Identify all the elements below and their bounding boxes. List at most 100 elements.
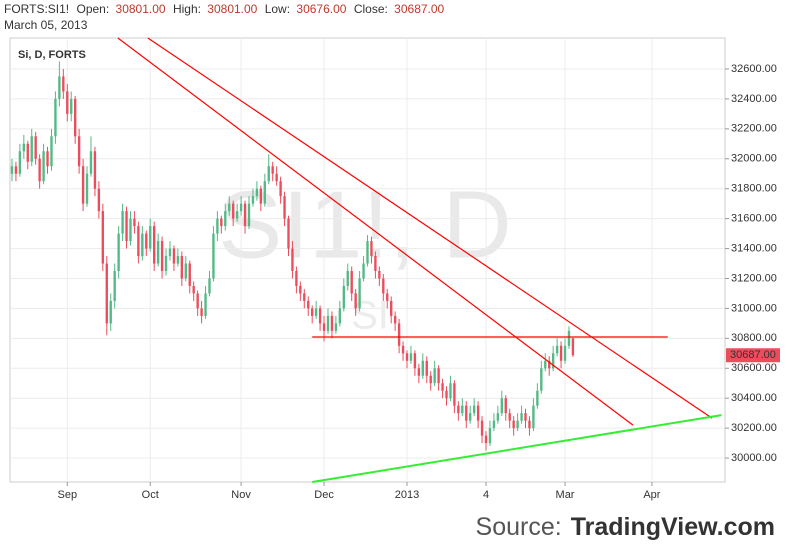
candle-body xyxy=(172,248,176,264)
candle-body xyxy=(330,315,334,331)
candle-body xyxy=(42,151,45,182)
candle-body xyxy=(508,413,511,421)
candle-body xyxy=(425,360,428,376)
y-tick-label: 30800.00 xyxy=(731,332,777,344)
x-tick-label: Apr xyxy=(643,489,660,501)
candle-body xyxy=(488,428,492,444)
candle-body xyxy=(307,300,310,309)
candle-body xyxy=(386,293,389,301)
candle-body xyxy=(267,166,270,182)
candle-body xyxy=(243,203,247,227)
candle-body xyxy=(358,278,361,309)
candle-body xyxy=(279,181,282,197)
candle-body xyxy=(500,398,503,414)
candle-body xyxy=(14,166,18,174)
source: Source: TradingView.com xyxy=(476,513,775,541)
y-tick-label: 31600.00 xyxy=(731,213,777,225)
close-label: Close: xyxy=(354,2,388,16)
candle-body xyxy=(208,278,211,294)
x-tick-label: 2013 xyxy=(395,489,419,501)
candle-body xyxy=(461,405,464,414)
candle-body xyxy=(54,98,57,137)
candle-body xyxy=(46,151,49,167)
candle-body xyxy=(235,211,239,219)
candle-body xyxy=(540,368,543,391)
candle-body xyxy=(390,300,393,316)
candle-body xyxy=(66,91,69,114)
candle-body xyxy=(50,136,53,167)
x-tick-label: Mar xyxy=(556,489,575,501)
candle-body xyxy=(73,98,77,137)
candle-body xyxy=(571,338,575,356)
candle-body xyxy=(409,353,413,361)
candle-body xyxy=(326,315,330,331)
candle-body xyxy=(109,300,112,324)
last-price-label: 30687.00 xyxy=(730,349,776,361)
candle-body xyxy=(457,405,460,414)
candle-body xyxy=(38,158,41,182)
y-tick-label: 31000.00 xyxy=(731,302,777,314)
x-tick-label: Sep xyxy=(57,489,77,501)
candle-body xyxy=(251,196,255,204)
candle-body xyxy=(259,188,263,204)
high-value: 30801.00 xyxy=(207,2,257,16)
candle-body xyxy=(192,285,195,294)
candle-body xyxy=(10,166,14,174)
y-tick-label: 30400.00 xyxy=(731,392,777,404)
trend-line xyxy=(147,37,713,419)
y-tick-label: 31800.00 xyxy=(731,183,777,195)
candle-body xyxy=(397,323,401,346)
open-value: 30801.00 xyxy=(116,2,166,16)
candle-body xyxy=(58,76,61,99)
header-date: March 05, 2013 xyxy=(4,18,88,32)
candle-body xyxy=(504,398,507,414)
candle-body xyxy=(164,256,168,271)
candle-body xyxy=(255,188,259,197)
candle-body xyxy=(216,218,219,234)
candle-body xyxy=(303,293,306,301)
candle-body xyxy=(271,166,274,174)
watermark-small: SI xyxy=(351,294,389,338)
candle-body xyxy=(374,256,377,271)
y-tick-label: 32000.00 xyxy=(731,153,777,165)
source-label: Source: xyxy=(476,513,562,541)
candle-body xyxy=(247,203,251,227)
candle-body xyxy=(77,136,81,167)
candle-body xyxy=(421,360,424,376)
y-tick-label: 32200.00 xyxy=(731,123,777,135)
y-tick-label: 31400.00 xyxy=(731,242,777,254)
candle-body xyxy=(81,166,85,204)
candle-body xyxy=(117,233,120,271)
candle-body xyxy=(476,405,480,421)
candle-body xyxy=(228,203,231,212)
candle-body xyxy=(393,315,397,324)
candle-body xyxy=(512,420,515,429)
candle-body xyxy=(378,270,381,279)
candle-body xyxy=(453,383,456,406)
candle-body xyxy=(212,233,215,279)
candle-body xyxy=(567,330,571,346)
candle-body xyxy=(283,196,286,219)
candle-body xyxy=(176,256,180,264)
y-tick-label: 32600.00 xyxy=(731,63,777,75)
candle-body xyxy=(496,413,500,421)
candle-body xyxy=(113,270,116,301)
candle-body xyxy=(445,390,448,399)
candle-body xyxy=(346,270,349,286)
marks xyxy=(10,37,722,483)
candle-body xyxy=(275,173,278,182)
candle-body xyxy=(334,323,338,331)
candle-body xyxy=(524,413,527,421)
candle-body xyxy=(26,143,29,162)
y-tick-label: 30000.00 xyxy=(731,452,777,464)
x-tick-label: 4 xyxy=(483,489,489,501)
candle-body xyxy=(22,143,26,152)
candle-body xyxy=(311,308,314,316)
candle-body xyxy=(97,188,101,212)
candle-body xyxy=(318,308,322,324)
close-value: 30687.00 xyxy=(394,2,444,16)
candle-body xyxy=(314,308,318,316)
candle-body xyxy=(149,226,152,249)
candle-body xyxy=(555,345,559,354)
